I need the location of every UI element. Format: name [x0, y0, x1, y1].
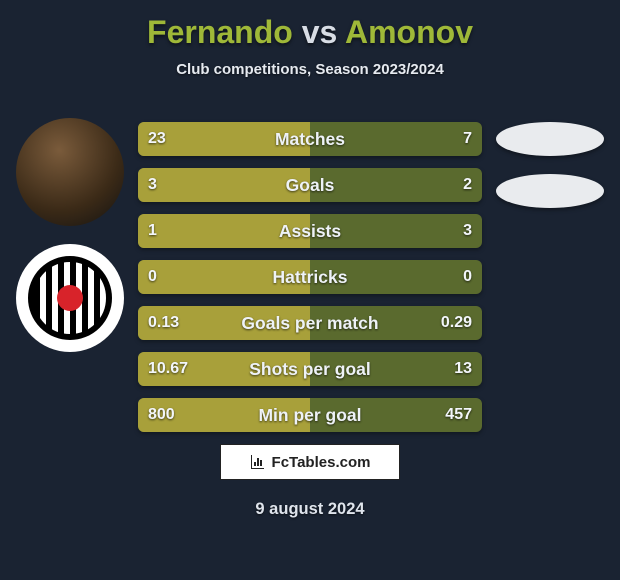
chart-icon: [250, 454, 266, 470]
stat-row: Goals3 2: [138, 168, 482, 202]
brand-name: FcTables.com: [272, 454, 371, 471]
stat-value-left: 3: [138, 168, 167, 202]
title-player2: Amonov: [345, 14, 473, 50]
placeholder-oval: [496, 174, 604, 208]
stats-bars-container: Matches237Goals32Assists13Hattricks00Goa…: [138, 122, 482, 444]
brand-footer-box: FcTables.com: [220, 444, 400, 480]
stat-row: Shots per goal10.6713: [138, 352, 482, 386]
player-photo-avatar: [16, 118, 124, 226]
stat-row: Assists1 3: [138, 214, 482, 248]
stat-value-left: 10.67: [138, 352, 198, 386]
placeholder-oval: [496, 122, 604, 156]
stat-value-right: 7: [453, 122, 482, 156]
stat-label: Matches: [138, 122, 482, 156]
stat-value-left: 800: [138, 398, 185, 432]
stat-value-right: 3: [453, 214, 482, 248]
left-avatar-column: [10, 118, 130, 370]
club-crest-icon: [28, 256, 112, 340]
stat-value-right: 2: [453, 168, 482, 202]
stat-value-left: 23: [138, 122, 176, 156]
comparison-title: Fernando vs Amonov: [0, 0, 620, 51]
stat-value-right: 0.29: [431, 306, 482, 340]
stat-label: Hattricks: [138, 260, 482, 294]
stat-value-right: 457: [435, 398, 482, 432]
stat-label: Min per goal: [138, 398, 482, 432]
stat-value-left: 0: [138, 260, 167, 294]
stat-row: Hattricks0 0: [138, 260, 482, 294]
stat-value-right: 13: [444, 352, 482, 386]
right-placeholder-column: [490, 122, 610, 226]
stat-row: Goals per match0.130.29: [138, 306, 482, 340]
title-vs: vs: [302, 14, 338, 50]
title-player1: Fernando: [147, 14, 293, 50]
stat-label: Goals: [138, 168, 482, 202]
stat-row: Min per goal800 457: [138, 398, 482, 432]
stat-row: Matches23 7: [138, 122, 482, 156]
stat-value-left: 0.13: [138, 306, 189, 340]
date-text: 9 august 2024: [0, 500, 620, 519]
stat-value-left: 1: [138, 214, 167, 248]
stat-label: Assists: [138, 214, 482, 248]
club-crest-avatar: [16, 244, 124, 352]
stat-value-right: 0: [453, 260, 482, 294]
subtitle: Club competitions, Season 2023/2024: [0, 61, 620, 78]
